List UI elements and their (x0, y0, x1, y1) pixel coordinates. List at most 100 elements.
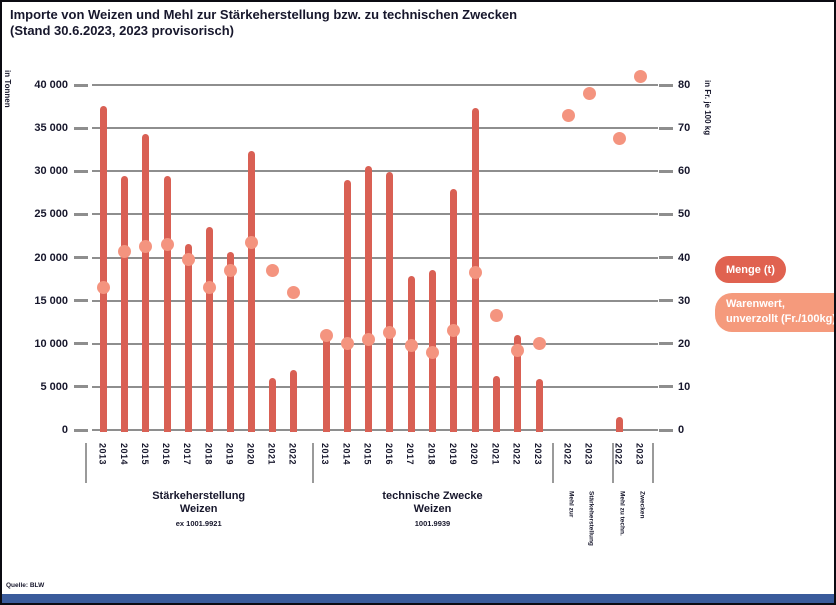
tick-mark-right (659, 256, 673, 260)
y-axis-title-right: in Fr. je 100 kg (703, 80, 712, 136)
x-tick-year-label: 2018 (426, 443, 437, 466)
tick-mark-right (659, 212, 673, 216)
warenwert-dot (244, 235, 258, 249)
warenwert-dot (181, 253, 195, 267)
x-tick-year-label: 2022 (562, 443, 573, 466)
gridline (92, 342, 658, 345)
warenwert-dot (583, 87, 597, 101)
chart-title: Importe von Weizen und Mehl zur Stärkehe… (10, 7, 517, 39)
gridline (92, 127, 658, 130)
chart-title-line2: (Stand 30.6.2023, 2023 provisorisch) (10, 23, 234, 38)
tick-mark-right (659, 83, 673, 87)
menge-bar (386, 172, 394, 432)
y-tick-label-right: 20 (678, 337, 691, 350)
x-tick-year-label: 2023 (533, 443, 543, 466)
y-tick-label-right: 60 (678, 165, 691, 178)
y-tick-label-left: 5 000 (40, 380, 68, 393)
tick-mark-left (74, 212, 88, 216)
y-tick-label-right: 30 (678, 294, 691, 307)
x-tick-year-label: 2019 (224, 443, 235, 466)
group-separator (311, 443, 314, 483)
x-tick-year-label: 2017 (182, 443, 193, 466)
tick-mark-left (74, 169, 88, 173)
menge-bar (247, 150, 255, 432)
group-label: Stärkeherstellung Weizen ex 1001.9921 (99, 490, 299, 528)
warenwert-dot (404, 339, 418, 353)
group-label-line1: Stärkeherstellung (152, 490, 246, 502)
tick-mark-left (74, 256, 88, 260)
y-tick-label-left: 40 000 (34, 79, 68, 92)
x-tick-year-label: 2021 (266, 443, 277, 466)
y-tick-label-right: 0 (678, 424, 685, 436)
warenwert-dot (223, 263, 237, 277)
x-tick-year-label: 2023 (583, 443, 594, 466)
x-tick-year-label: 2014 (118, 443, 129, 466)
gridline (92, 299, 658, 302)
warenwert-dot (118, 244, 132, 258)
menge-bar (450, 189, 458, 432)
chart-title-line1: Importe von Weizen und Mehl zur Stärkehe… (10, 7, 518, 22)
menge-bar (121, 175, 129, 432)
warenwert-dot (562, 108, 576, 122)
x-tick-year-label: 2021 (490, 443, 501, 466)
menge-bar (535, 379, 543, 432)
y-tick-label-left: 20 000 (34, 251, 68, 264)
y-tick-label-left: 25 000 (34, 208, 68, 221)
menge-bar (365, 166, 373, 432)
menge-bar (184, 243, 192, 432)
group-label: technische Zwecke Weizen 1001.9939 (333, 490, 533, 528)
x-tick-year-label: 2016 (383, 443, 394, 466)
tick-mark-left (74, 342, 88, 346)
y-tick-label-right: 10 (678, 380, 691, 393)
y-tick-label-left: 0 (61, 424, 68, 436)
gridline (92, 213, 658, 216)
warenwert-dot (202, 281, 216, 295)
warenwert-dot (340, 337, 354, 351)
group-separator (85, 443, 87, 483)
x-tick-year-label: 2022 (511, 443, 522, 466)
tick-mark-right (659, 428, 673, 432)
x-tick-year-label: 2014 (341, 443, 352, 466)
x-tick-year-label: 2016 (161, 443, 172, 466)
x-tick-year-label: 2013 (320, 443, 330, 466)
x-tick-year-label: 2022 (613, 443, 624, 466)
tick-mark-left (74, 428, 88, 432)
menge-bar (407, 276, 415, 432)
x-tick-year-label: 2023 (634, 443, 645, 466)
warenwert-dot (468, 266, 482, 280)
footer-bar (2, 594, 834, 603)
menge-bar (290, 370, 298, 432)
x-tick-year-label: 2020 (245, 443, 256, 466)
x-tick-year-label: 2020 (469, 443, 480, 466)
group-separator (652, 443, 654, 483)
x-tick-year-label: 2013 (97, 443, 108, 466)
group-separator (611, 443, 614, 483)
legend-pill-menge: Menge (t) (715, 256, 786, 283)
warenwert-dot (97, 281, 111, 295)
menge-bar (322, 335, 330, 432)
group-label-tariff: ex 1001.9921 (175, 519, 222, 528)
tick-mark-left (74, 385, 88, 389)
warenwert-dot (287, 285, 301, 299)
warenwert-dot (139, 240, 153, 254)
gridline (92, 429, 658, 431)
tick-mark-right (659, 126, 673, 130)
warenwert-dot (160, 238, 174, 252)
warenwert-dot (319, 328, 333, 342)
x-tick-year-label: 2017 (405, 443, 416, 466)
y-tick-label-right: 50 (678, 208, 691, 221)
gridline (92, 385, 658, 388)
warenwert-dot (383, 326, 397, 340)
menge-bar (616, 417, 624, 432)
menge-bar (514, 335, 522, 432)
y-axis-title-left: in Tonnen (3, 70, 12, 108)
source-note: Quelle: BLW (6, 582, 45, 589)
menge-bar (163, 175, 171, 432)
gridline (92, 170, 658, 173)
menge-bar (492, 375, 500, 432)
warenwert-dot (489, 309, 503, 323)
menge-bar (226, 252, 234, 432)
tick-mark-left (74, 126, 88, 130)
gridline (92, 84, 658, 87)
